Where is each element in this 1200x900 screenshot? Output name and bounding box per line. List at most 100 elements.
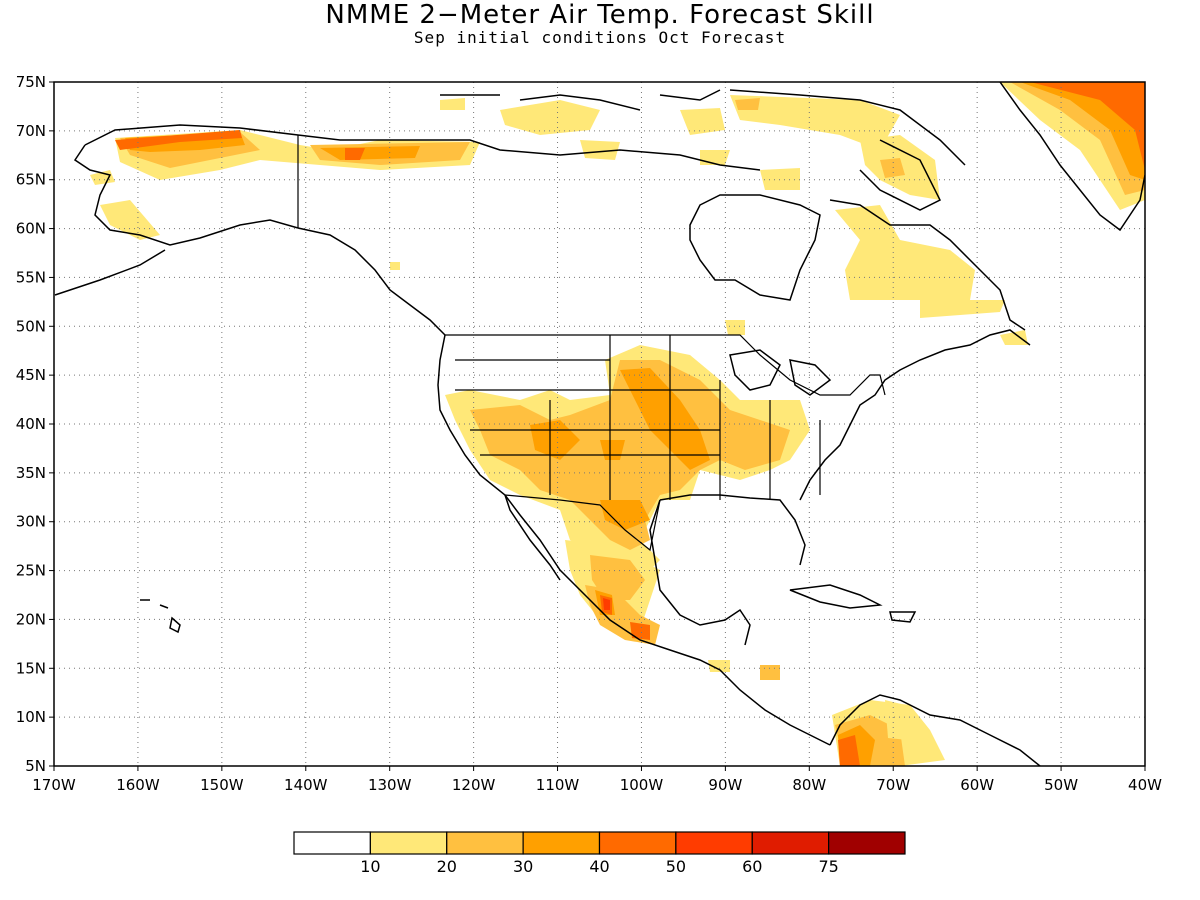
shade-maritimes [1000,330,1028,345]
lon-tick-label: 140W [284,776,328,794]
coast-arctic-islands [440,89,966,211]
colorbar-label: 30 [513,857,533,876]
coast-alaska-west [73,144,299,246]
lon-tick-label: 70W [876,776,910,794]
shade-camerica-2 [760,665,780,680]
coast-greenland [999,82,1145,232]
shade-quebec-1 [835,205,1005,318]
lat-tick-label: 25N [16,562,46,580]
shade-arctic-5 [735,98,760,110]
shade-greenland-4 [1030,82,1145,170]
lat-tick-label: 65N [16,171,46,189]
shade-arctic-2 [440,98,465,110]
lat-tick-label: 40N [16,415,46,433]
lon-tick-label: 60W [960,776,994,794]
colorbar: 10 20 30 40 50 60 75 [293,831,906,876]
coast-east-conus [799,329,1031,501]
lat-tick-label: 10N [16,708,46,726]
coast-hudson-bay [689,194,821,301]
coast-aleutians [54,249,166,296]
lon-tick-label: 170W [32,776,76,794]
lat-tick-label: 60N [16,220,46,238]
colorbar-swatch [522,831,601,855]
shade-arctic-3 [680,108,725,135]
border-us-mexico [504,494,661,552]
lon-tick-label: 90W [708,776,742,794]
political-borders [297,135,886,552]
lat-tick-label: 20N [16,610,46,628]
border-us-canada [445,334,886,396]
colorbar-swatch [446,831,524,855]
lat-tick-label: 30N [16,513,46,531]
coast-hawaii [140,599,181,634]
lon-tick-label: 120W [452,776,496,794]
colorbar-swatch [751,831,830,855]
colorbar-swatch [828,831,906,855]
coast-cuba [789,584,883,609]
lat-tick-label: 55N [16,268,46,286]
lat-tick-label: 75N [16,73,46,91]
shade-sw-alaska [100,200,160,240]
lon-tick-label: 130W [368,776,412,794]
lat-tick-label: 5N [25,757,46,775]
colorbar-label: 60 [742,857,762,876]
shade-conus-5 [600,500,650,530]
coast-bc-pacific [297,227,446,336]
shade-arctic-4 [730,95,900,150]
coast-west-conus [437,334,831,746]
coast-gulf-of-mexico [659,494,806,566]
shade-conus-7 [650,410,672,430]
colorbar-swatch [598,831,677,855]
shade-nw-alaska [90,170,115,185]
colorbar-swatch [293,831,371,855]
shade-arctic-8 [760,168,800,190]
map-subtitle: Sep initial conditions Oct Forecast [413,28,787,47]
lat-tick-label: 50N [16,317,46,335]
lat-lon-grid [54,82,1145,766]
lon-tick-label: 50W [1044,776,1078,794]
lon-tick-label: 80W [792,776,826,794]
colorbar-label: 75 [818,857,838,876]
shade-samerica-4 [838,735,860,766]
shade-bc [390,262,400,270]
shade-alaska-4 [115,130,242,150]
colorbar-swatch [675,831,753,855]
coast-alaska-north [84,124,299,146]
colorbar-swatch [369,831,448,855]
shade-samerica-5 [885,700,908,740]
shade-quebec-2 [725,320,745,335]
lat-tick-label: 15N [16,659,46,677]
lon-tick-label: 40W [1128,776,1162,794]
coast-great-lakes [729,349,832,396]
lon-tick-label: 100W [620,776,664,794]
map-title: NMME 2−Meter Air Temp. Forecast Skill [325,0,875,30]
coast-hispaniola [889,611,917,623]
coast-south-america [829,694,1041,766]
skill-shading [90,82,1145,766]
shade-baffin-2 [880,158,905,178]
coast-baja [504,494,561,581]
border-state-lines-1 [455,335,821,500]
coast-hudson-strait [829,199,1026,331]
shade-arctic-1 [500,100,600,135]
coast-mexico-east [649,499,751,646]
lon-tick-label: 150W [200,776,244,794]
latitude-axis: 5N 10N 15N 20N 25N 30N 35N 40N 45N 50N 55N 60N 65N 70… [16,73,54,775]
lat-tick-label: 70N [16,122,46,140]
colorbar-label: 40 [589,857,609,876]
colorbar-label: 10 [360,857,380,876]
lat-tick-label: 35N [16,464,46,482]
shade-camerica-1 [708,660,730,672]
colorbar-label: 20 [437,857,457,876]
coastlines [54,82,1145,766]
shade-arctic-6 [580,140,620,160]
shade-mexico-7 [603,598,610,610]
colorbar-label: 50 [666,857,686,876]
coast-arctic-canada [297,134,761,171]
lon-tick-label: 160W [116,776,160,794]
shade-mexico-6 [630,622,650,640]
longitude-axis: 170W 160W 150W 140W 130W 120W 110W 100W 90W 80W 70… [32,766,1162,794]
shade-yukon-3 [345,148,365,160]
lon-tick-label: 110W [536,776,580,794]
